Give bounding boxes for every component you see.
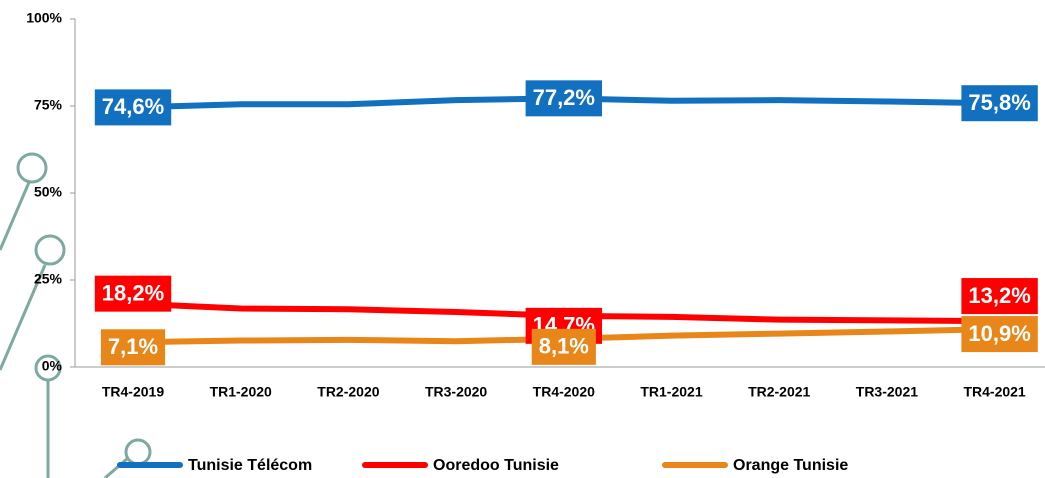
y-tick-label: 0%: [42, 358, 63, 374]
value-label: 10,9%: [968, 321, 1030, 346]
x-tick-label: TR1-2020: [210, 384, 272, 400]
x-tick-label: TR4-2020: [533, 384, 595, 400]
x-tick-label: TR4-2021: [963, 384, 1025, 400]
legend-label: Tunisie Télécom: [188, 457, 312, 474]
value-label: 13,2%: [968, 283, 1030, 308]
value-label: 77,2%: [533, 85, 595, 110]
y-tick-label: 100%: [26, 10, 62, 26]
x-tick-label: TR2-2020: [317, 384, 379, 400]
decoration: [0, 152, 152, 478]
legend-label: Orange Tunisie: [733, 457, 848, 474]
value-label-box: [94, 89, 172, 126]
value-label-box: [525, 80, 602, 117]
x-tick-label: TR3-2021: [856, 384, 918, 400]
x-tick-label: TR3-2020: [425, 384, 487, 400]
y-tick-label: 25%: [34, 271, 63, 287]
value-label: 18,2%: [102, 280, 164, 305]
x-tick-label: TR1-2021: [640, 384, 702, 400]
value-label-box: [961, 85, 1038, 122]
value-label: 7,1%: [108, 334, 158, 359]
value-label-box: [961, 316, 1038, 353]
x-tick-label: TR4-2019: [102, 384, 164, 400]
x-tick-label: TR2-2021: [748, 384, 810, 400]
y-tick-label: 75%: [34, 97, 63, 113]
value-label-box: [531, 328, 596, 365]
value-label-box: [961, 278, 1038, 315]
value-label: 8,1%: [539, 334, 589, 359]
y-tick-label: 50%: [34, 184, 63, 200]
legend-label: Ooredoo Tunisie: [433, 457, 559, 474]
value-label-box: [100, 329, 166, 366]
value-label: 74,6%: [102, 94, 164, 119]
value-label: 75,8%: [968, 90, 1030, 115]
value-label-box: [94, 275, 172, 312]
